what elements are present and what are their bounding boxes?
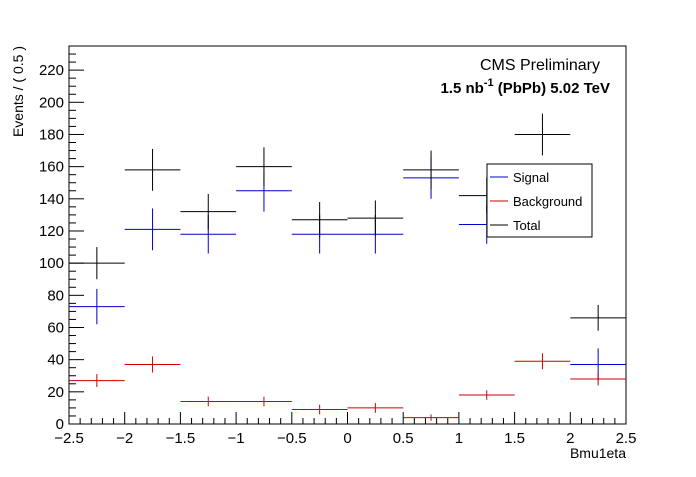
y-tick-label: 180 [39,126,64,143]
data-point [403,150,459,190]
lumi-superscript: -1 [484,77,494,89]
x-tick-label: −2 [116,430,133,447]
data-point [124,148,181,191]
x-tick-label: −0.5 [277,430,307,447]
data-point [458,390,515,400]
y-tick-label: 160 [39,159,64,176]
x-tick-label: 2.5 [616,430,637,447]
legend: Signal Background Total [486,163,593,238]
x-tick-label: 1.5 [504,430,525,447]
data-point [514,353,571,370]
data-point [514,113,571,156]
data-point [69,247,125,280]
data-point [291,404,348,415]
x-tick-label: −1.5 [166,430,196,447]
legend-label-background: Background [513,194,582,209]
series-background [69,353,626,421]
y-tick-label: 100 [39,255,64,272]
legend-label-total: Total [513,218,541,233]
series-layer [69,113,626,421]
x-tick-label: −1 [228,430,245,447]
x-axis-title: Bmu1eta [570,445,626,461]
x-tick-label: 1 [455,430,463,447]
data-point [403,414,459,421]
y-tick-label: 80 [47,287,64,304]
y-tick-label: 40 [47,352,64,369]
y-tick-label: 0 [56,416,64,433]
x-tick-label: 2 [566,430,574,447]
data-point [570,372,626,386]
data-point [347,403,404,413]
x-tick-label: −2.5 [54,430,84,447]
data-point [124,356,181,373]
data-point [180,193,237,230]
data-point [69,288,125,325]
lumi-prefix: 1.5 nb [440,80,483,97]
y-tick-label: 220 [39,62,64,79]
data-point [236,147,292,186]
series-total [69,113,626,331]
y-tick-label: 200 [39,94,64,111]
data-point [291,202,348,238]
x-tick-label: 0.5 [393,430,414,447]
y-tick-label: 120 [39,223,64,240]
y-tick-label: 60 [47,319,64,336]
data-point [69,374,125,388]
y-tick-label: 140 [39,191,64,208]
data-point [570,304,626,331]
data-point [180,396,237,407]
y-axis-title: Events / ( 0.5 ) [10,46,26,137]
y-axis: 0 20 40 60 80 100 120 140 160 180 200 220 [39,45,84,433]
x-tick-label: 0 [343,430,351,447]
data-point [347,200,404,236]
legend-label-signal: Signal [513,170,549,185]
x-axis: −2.5 −2 −1.5 −1 −0.5 0 0.5 1 1.5 2 2.5 [54,412,636,447]
y-tick-label: 20 [47,384,64,401]
data-point [236,396,292,407]
lumi-suffix: (PbPb) 5.02 TeV [494,80,610,97]
cms-label: CMS Preliminary [480,57,600,74]
luminosity-label: 1.5 nb-1 (PbPb) 5.02 TeV [440,77,610,97]
data-point [124,208,181,251]
